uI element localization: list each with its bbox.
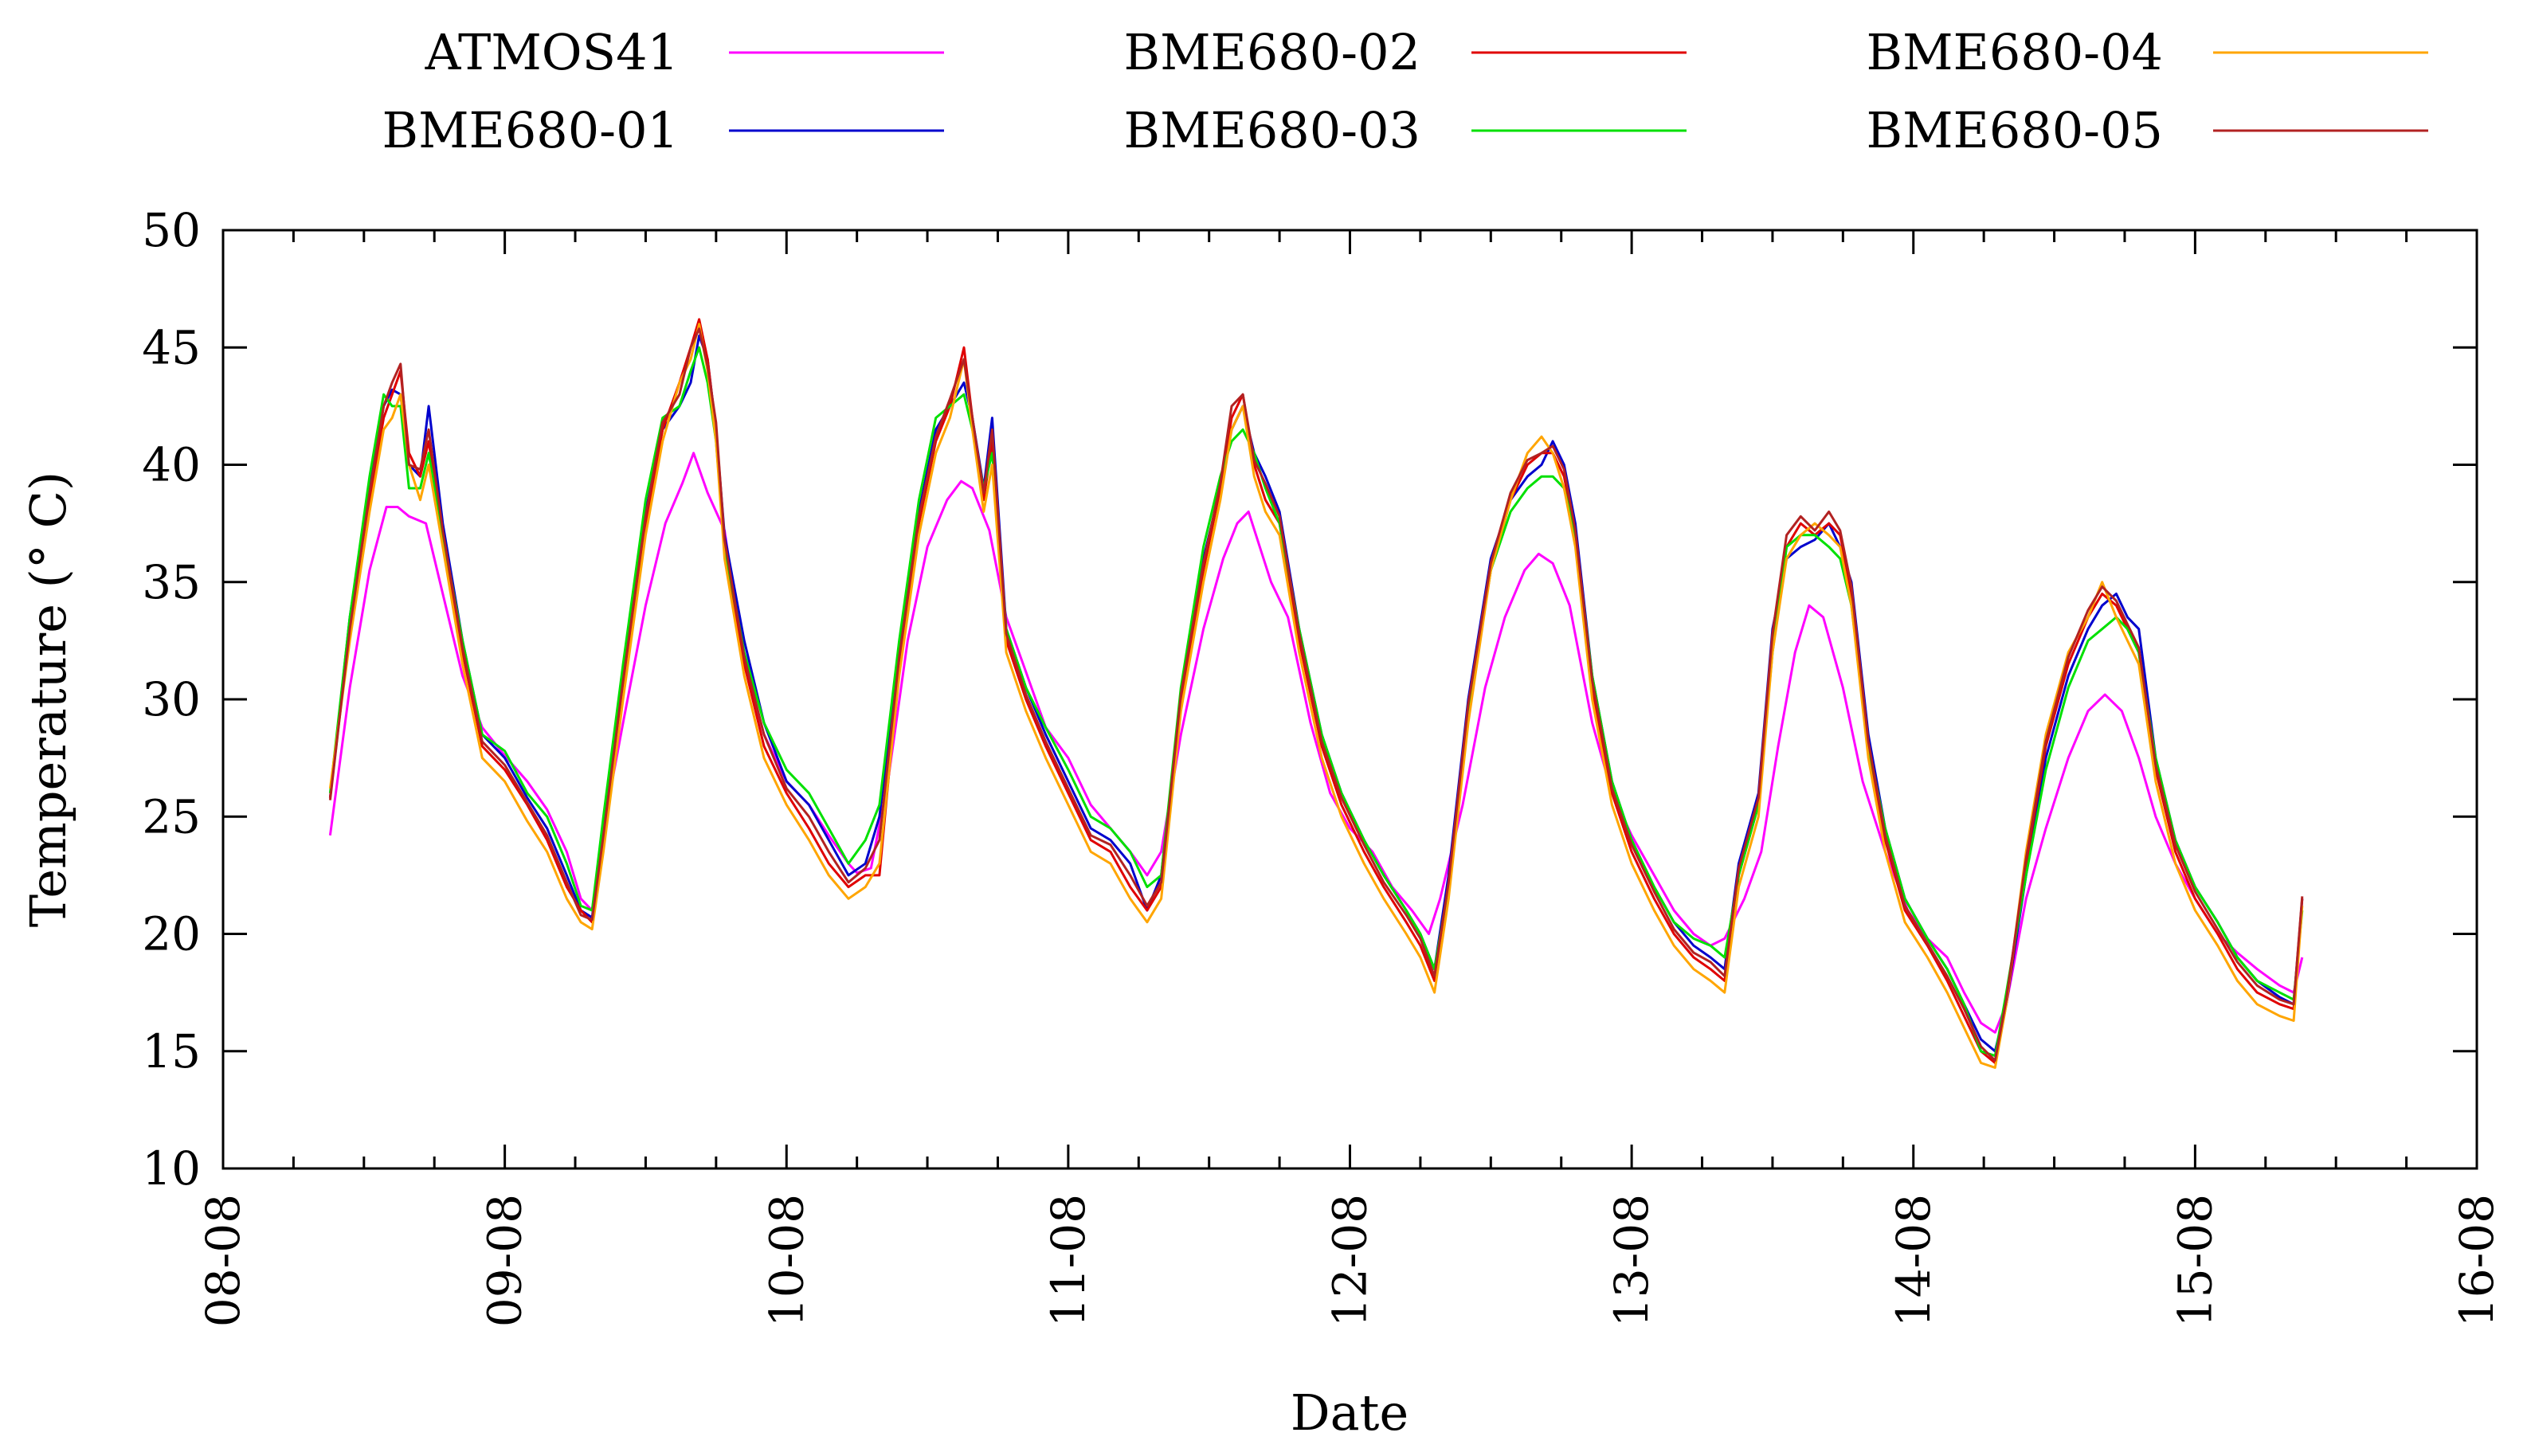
series-line-bme680-05 (328, 327, 2304, 1062)
y-tick-label: 20 (142, 907, 201, 961)
series-line-atmos41 (328, 452, 2304, 1034)
x-tick-label: 08-08 (196, 1194, 250, 1327)
x-tick-label: 09-08 (478, 1194, 532, 1327)
y-axis-title: Temperature (° C) (19, 472, 77, 927)
x-tick-label: 15-08 (2168, 1194, 2222, 1327)
x-tick-label: 13-08 (1604, 1194, 1659, 1327)
y-tick-label: 40 (142, 438, 201, 492)
x-tick-label: 10-08 (759, 1194, 813, 1327)
legend-label: ATMOS41 (425, 23, 679, 81)
series-layer (328, 318, 2304, 1069)
y-tick-label: 30 (142, 672, 201, 726)
legend-label: BME680-01 (382, 101, 679, 159)
y-axis: 10 15 20 25 30 35 40 45 50 (142, 203, 2477, 1196)
x-tick-label: 11-08 (1041, 1194, 1095, 1327)
legend-label: BME680-04 (1867, 23, 2163, 81)
y-tick-label: 25 (142, 789, 201, 843)
legend-label: BME680-05 (1867, 101, 2163, 159)
legend-label: BME680-02 (1124, 23, 1420, 81)
y-tick-label: 10 (142, 1141, 201, 1196)
x-tick-label: 12-08 (1323, 1194, 1377, 1327)
legend: ATMOS41 BME680-01 BME680-02 BME680-03 BME680… (382, 23, 2428, 159)
x-tick-label: 16-08 (2450, 1194, 2504, 1327)
x-tick-label: 14-08 (1886, 1194, 1941, 1327)
y-tick-label: 35 (142, 555, 201, 609)
x-axis: 08-08 09-08 10-08 11-08 12-08 13-08 14-08 15-08… (196, 230, 2504, 1327)
x-axis-title: Date (1291, 1384, 1409, 1442)
y-tick-label: 45 (142, 320, 201, 374)
y-tick-label: 15 (142, 1024, 201, 1078)
y-tick-label: 50 (142, 203, 201, 257)
legend-label: BME680-03 (1124, 101, 1420, 159)
series-line-bme680-04 (328, 323, 2304, 1069)
